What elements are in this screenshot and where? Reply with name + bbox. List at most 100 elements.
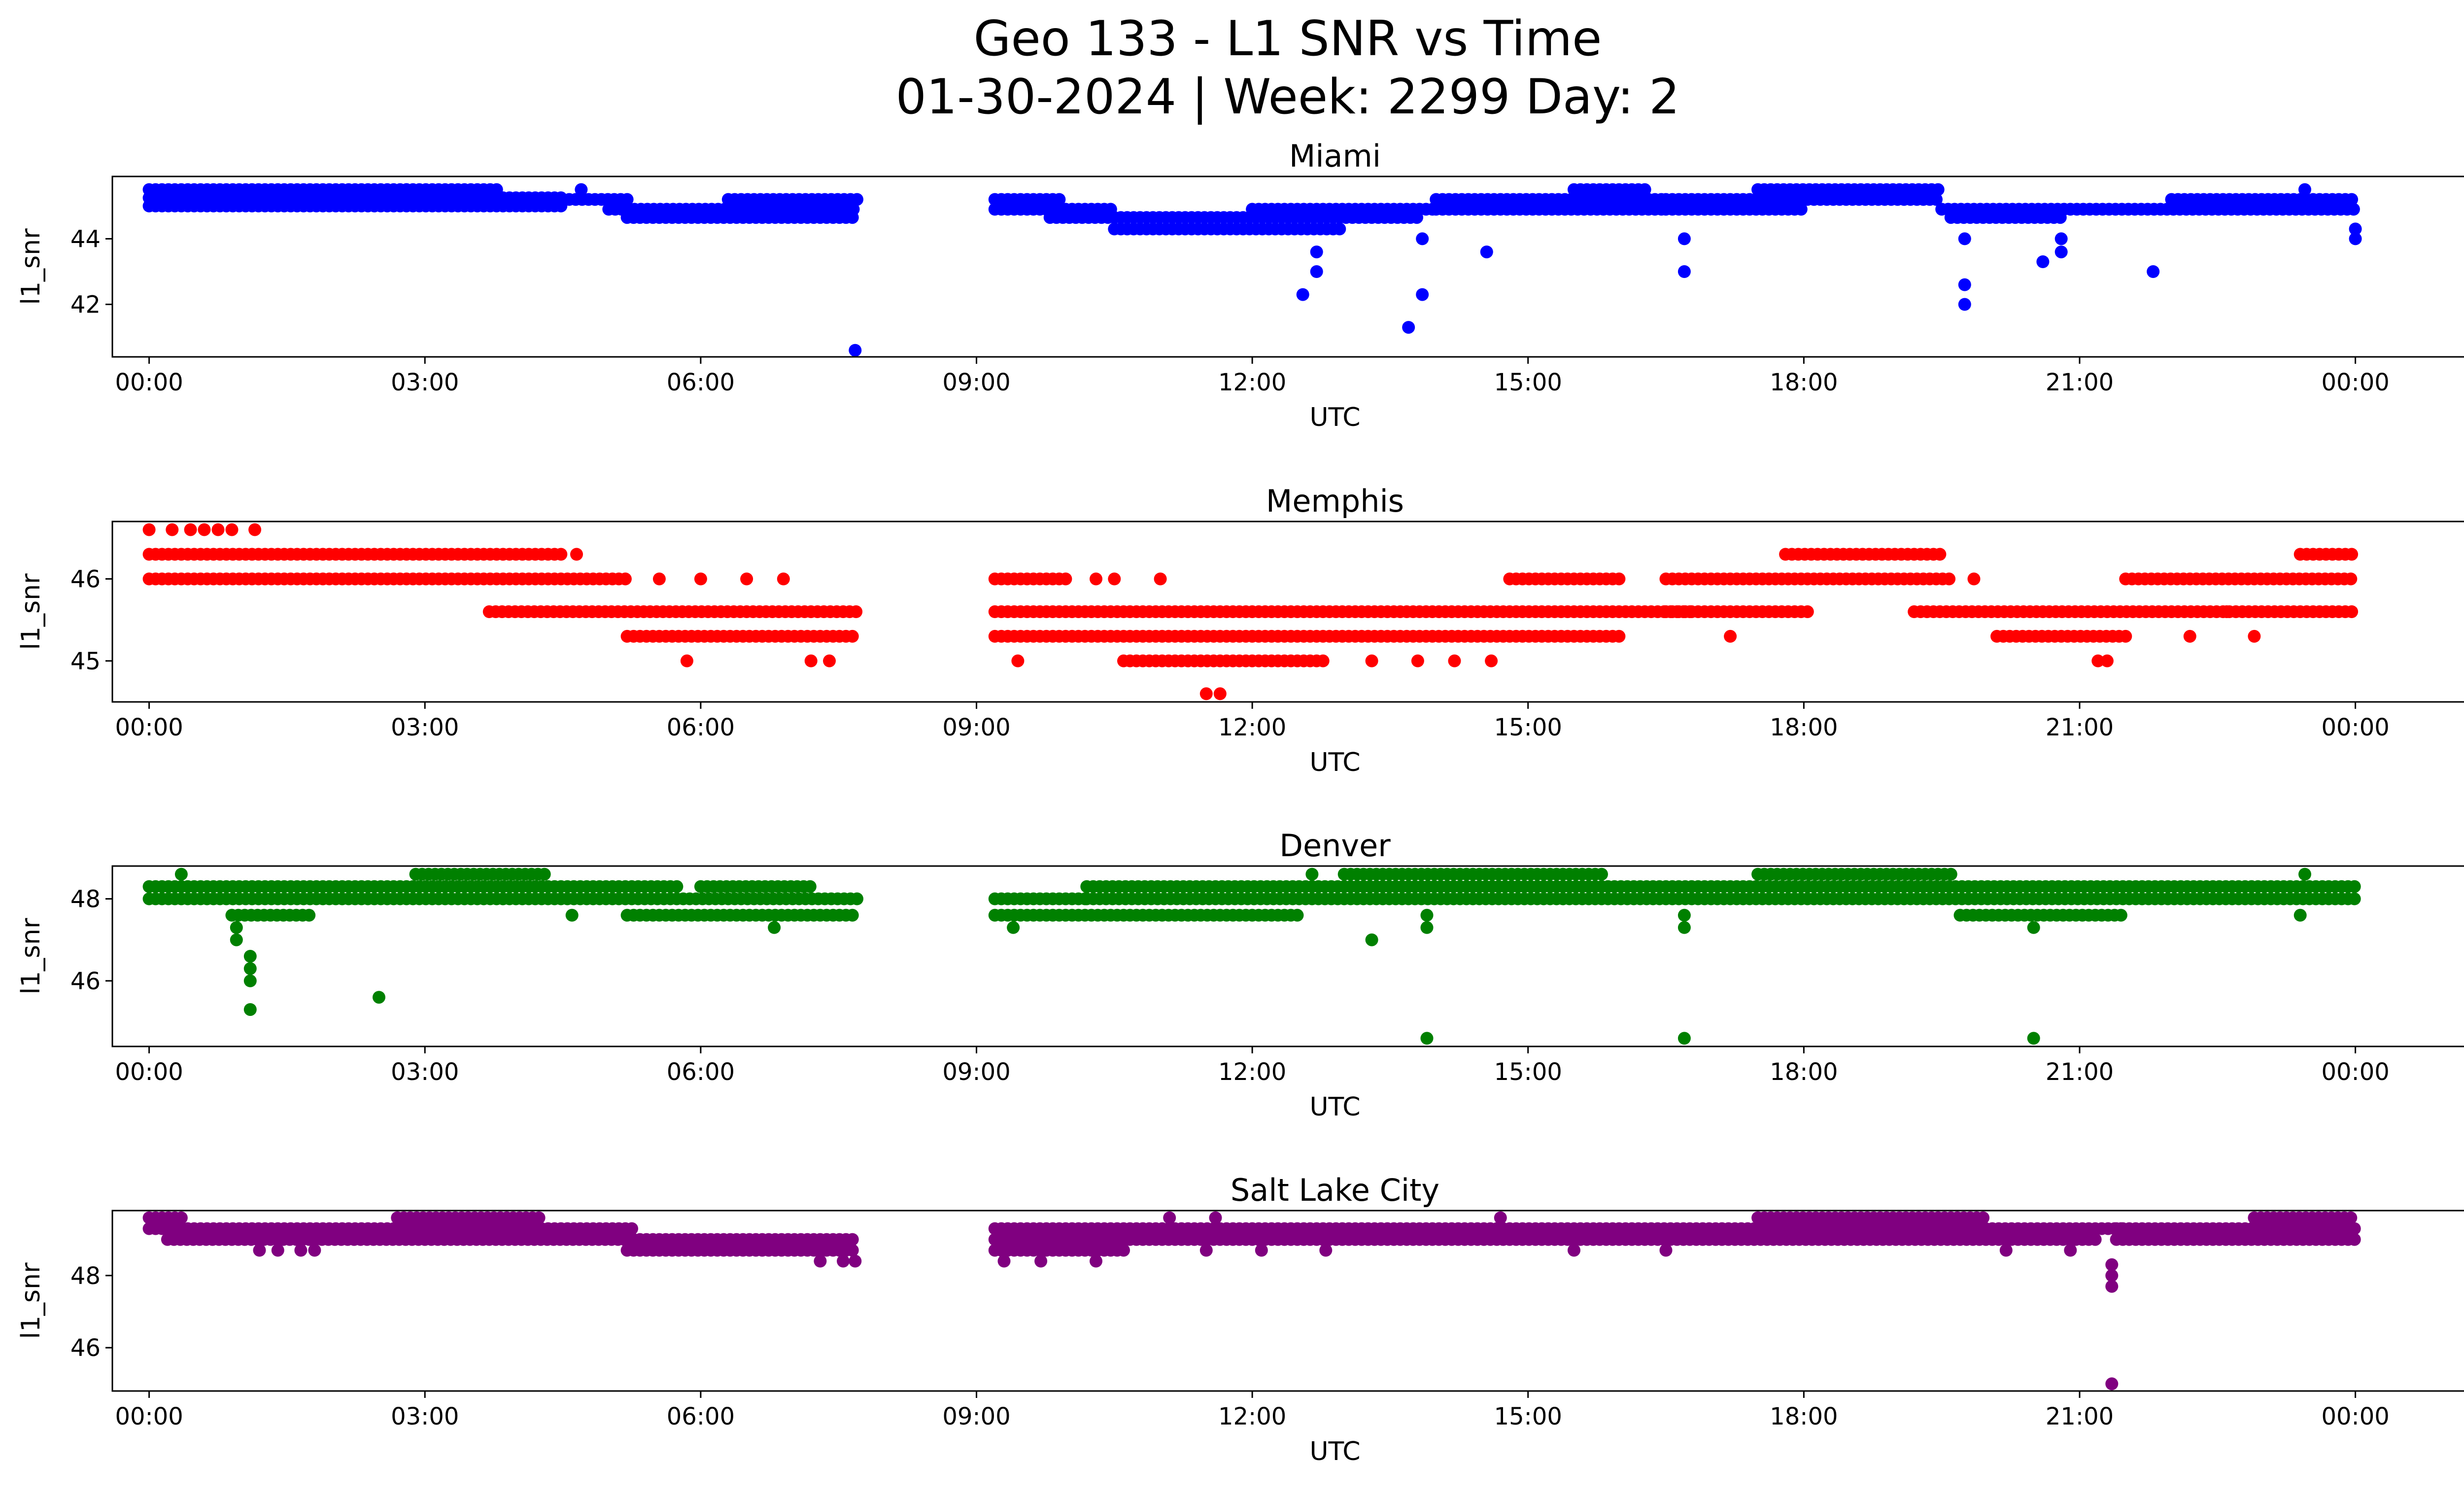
salt-lake-city-data-point bbox=[2105, 1258, 2119, 1271]
denver-xtick-label: 00:00 bbox=[2321, 1058, 2389, 1086]
miami-data-point bbox=[1333, 222, 1346, 236]
salt-lake-city-xtick-label: 15:00 bbox=[1494, 1403, 1562, 1430]
salt-lake-city-panel-title: Salt Lake City bbox=[1231, 1172, 1439, 1208]
memphis-data-point bbox=[1090, 572, 1102, 586]
miami-data-point bbox=[846, 211, 859, 224]
memphis-data-point bbox=[2345, 605, 2359, 618]
memphis-data-point bbox=[1612, 629, 1626, 643]
memphis-data-point bbox=[850, 605, 863, 618]
salt-lake-city-data-point bbox=[1163, 1211, 1176, 1224]
miami-data-point bbox=[2054, 232, 2068, 245]
denver-data-point bbox=[1677, 908, 1691, 922]
denver-data-point bbox=[1677, 921, 1691, 934]
denver-xtick-label: 21:00 bbox=[2046, 1058, 2114, 1086]
miami-data-point bbox=[1677, 265, 1691, 278]
denver-xtick-label: 15:00 bbox=[1494, 1058, 1562, 1086]
denver-data-point bbox=[2027, 921, 2040, 934]
salt-lake-city-axes-frame bbox=[111, 1210, 2464, 1392]
salt-lake-city-data-point bbox=[625, 1222, 638, 1235]
salt-lake-city-data-point bbox=[814, 1254, 827, 1268]
memphis-data-point bbox=[198, 523, 211, 536]
memphis-data-point bbox=[804, 654, 818, 667]
miami-ytick-label: 44 bbox=[70, 225, 101, 253]
denver-data-point bbox=[768, 921, 781, 934]
memphis-xtick-label: 09:00 bbox=[942, 714, 1010, 741]
salt-lake-city-data-point bbox=[2348, 1233, 2361, 1246]
salt-lake-city-data-point bbox=[253, 1244, 266, 1257]
miami-data-point bbox=[1931, 183, 1945, 196]
miami-xtick-label: 15:00 bbox=[1494, 369, 1562, 396]
salt-lake-city-xtick-label: 18:00 bbox=[1770, 1403, 1838, 1430]
miami-data-point bbox=[2347, 203, 2360, 216]
miami-data-point bbox=[1677, 232, 1691, 245]
denver-data-point bbox=[1595, 868, 1608, 881]
memphis-data-point bbox=[680, 654, 693, 667]
denver-ytick-label: 46 bbox=[70, 968, 101, 995]
denver-data-point bbox=[243, 962, 257, 975]
salt-lake-city-data-point bbox=[1977, 1211, 1990, 1224]
memphis-xtick-label: 18:00 bbox=[1770, 714, 1838, 741]
memphis-data-point bbox=[1943, 572, 1956, 586]
miami-xtick-label: 18:00 bbox=[1770, 369, 1838, 396]
memphis-data-point bbox=[1724, 629, 1737, 643]
miami-data-point bbox=[575, 183, 588, 196]
salt-lake-city-xlabel: UTC bbox=[1309, 1437, 1360, 1466]
salt-lake-city-data-point bbox=[1494, 1211, 1507, 1224]
miami-data-point bbox=[620, 193, 634, 206]
miami-data-point bbox=[2053, 211, 2067, 224]
memphis-xtick-label: 15:00 bbox=[1494, 714, 1562, 741]
salt-lake-city-data-point bbox=[997, 1254, 1011, 1268]
memphis-data-point bbox=[248, 523, 262, 536]
memphis-data-point bbox=[2248, 629, 2261, 643]
miami-data-point bbox=[1296, 288, 1309, 301]
denver-xtick-label: 09:00 bbox=[942, 1058, 1010, 1086]
miami-data-point bbox=[1638, 183, 1651, 196]
miami-data-point bbox=[2349, 232, 2362, 245]
miami-data-point bbox=[1416, 288, 1429, 301]
memphis-panel-title: Memphis bbox=[1266, 483, 1404, 519]
memphis-data-point bbox=[694, 572, 707, 586]
denver-data-point bbox=[1365, 933, 1378, 946]
denver-data-point bbox=[2293, 908, 2307, 922]
miami-data-point bbox=[1480, 245, 1493, 259]
miami-xlabel: UTC bbox=[1309, 403, 1360, 432]
memphis-data-point bbox=[2345, 548, 2359, 561]
salt-lake-city-data-point bbox=[2105, 1377, 2119, 1391]
miami-data-point bbox=[2036, 255, 2050, 268]
miami-ylabel: l1_snr bbox=[16, 228, 46, 305]
denver-data-point bbox=[230, 933, 243, 946]
memphis-xtick-label: 21:00 bbox=[2046, 714, 2114, 741]
figure-title-line2: 01-30-2024 | Week: 2299 Day: 2 bbox=[895, 69, 1680, 125]
miami-xtick-label: 00:00 bbox=[2321, 369, 2389, 396]
salt-lake-city-xtick-label: 00:00 bbox=[115, 1403, 183, 1430]
memphis-data-point bbox=[225, 523, 239, 536]
denver-ylabel: l1_snr bbox=[16, 918, 46, 995]
denver-xtick-label: 03:00 bbox=[391, 1058, 459, 1086]
memphis-data-point bbox=[2220, 605, 2233, 618]
salt-lake-city-data-point bbox=[1659, 1244, 1673, 1257]
memphis-data-point bbox=[1448, 654, 1461, 667]
memphis-xtick-label: 00:00 bbox=[115, 714, 183, 741]
denver-data-point bbox=[1944, 868, 1957, 881]
miami-data-point bbox=[2147, 265, 2160, 278]
miami-data-point bbox=[2345, 193, 2359, 206]
memphis-data-point bbox=[823, 654, 836, 667]
denver-data-point bbox=[243, 1003, 257, 1016]
memphis-axes-frame bbox=[111, 521, 2464, 703]
denver-data-point bbox=[174, 868, 188, 881]
miami-data-point bbox=[851, 193, 863, 206]
memphis-data-point bbox=[740, 572, 753, 586]
salt-lake-city-xtick-label: 03:00 bbox=[391, 1403, 459, 1430]
salt-lake-city-data-point bbox=[1117, 1244, 1130, 1257]
memphis-data-point bbox=[554, 548, 568, 561]
salt-lake-city-data-point bbox=[1090, 1254, 1102, 1268]
memphis-data-point bbox=[1199, 687, 1213, 700]
denver-data-point bbox=[846, 908, 859, 922]
denver-data-point bbox=[1420, 921, 1434, 934]
salt-lake-city-data-point bbox=[1568, 1244, 1580, 1257]
memphis-ylabel: l1_snr bbox=[16, 573, 46, 650]
denver-data-point bbox=[2027, 1032, 2040, 1045]
memphis-data-point bbox=[211, 523, 225, 536]
figure-title-line1: Geo 133 - L1 SNR vs Time bbox=[973, 11, 1602, 67]
denver-data-point bbox=[303, 908, 316, 922]
